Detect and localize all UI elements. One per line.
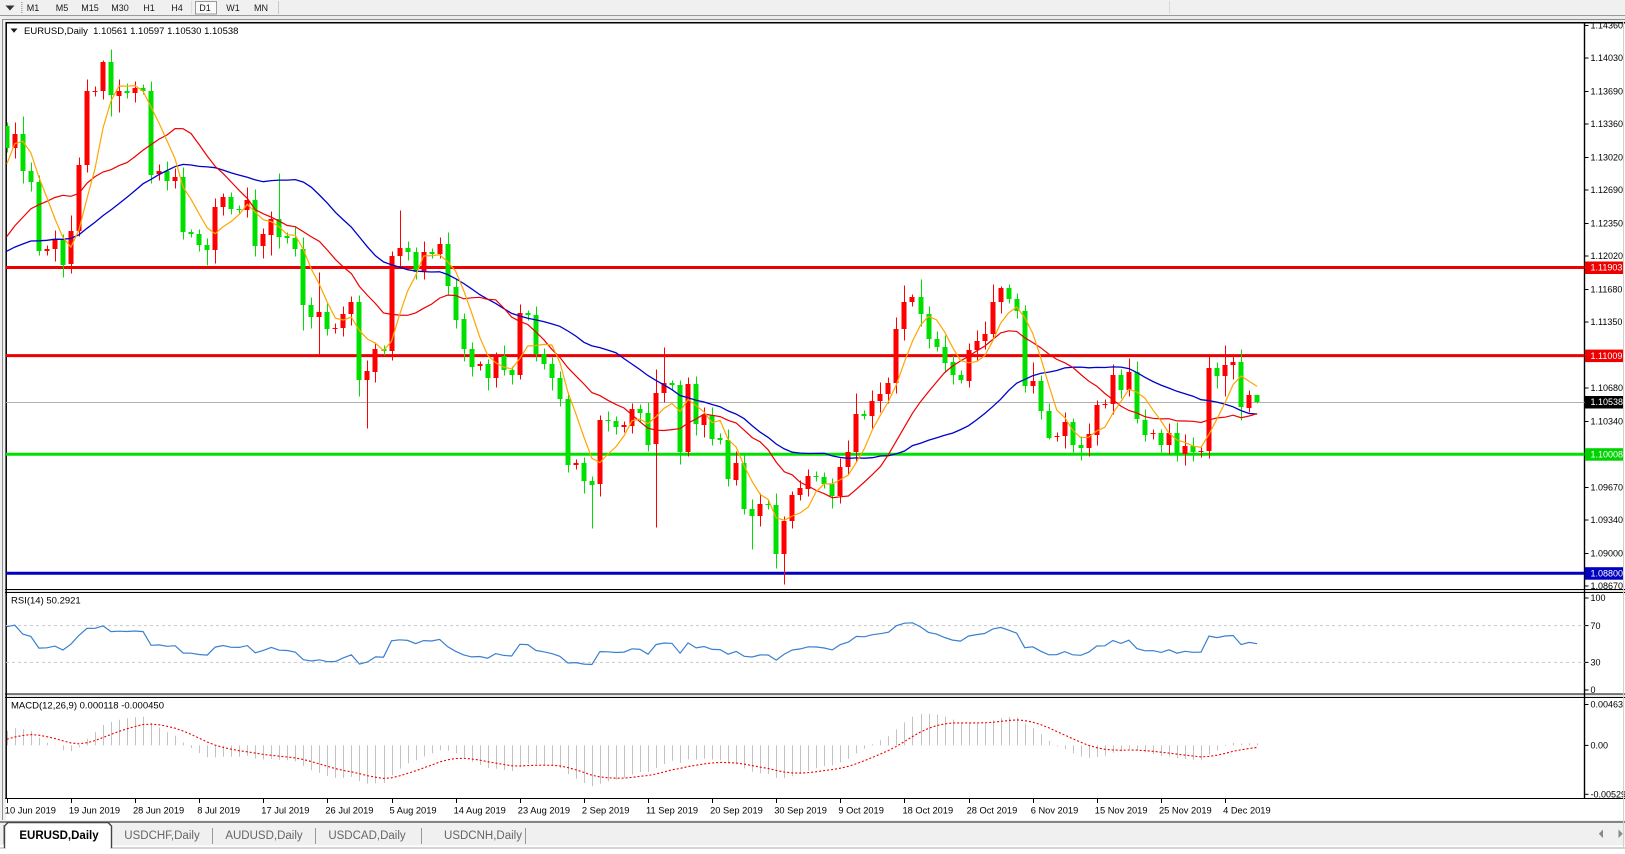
svg-text:H4: H4 — [171, 3, 183, 13]
svg-text:MACD(12,26,9) 0.000118 -0.0004: MACD(12,26,9) 0.000118 -0.000450 — [11, 701, 164, 712]
svg-text:23 Aug 2019: 23 Aug 2019 — [518, 806, 570, 816]
svg-text:1.13020: 1.13020 — [1591, 153, 1624, 163]
svg-text:6 Nov 2019: 6 Nov 2019 — [1031, 806, 1079, 816]
svg-text:5 Aug 2019: 5 Aug 2019 — [390, 806, 437, 816]
svg-text:1.13360: 1.13360 — [1591, 119, 1624, 129]
svg-text:EURUSD,Daily 1.10561 1.10597: EURUSD,Daily 1.10561 1.10597 1.10530 1.1… — [24, 26, 238, 37]
svg-text:M5: M5 — [56, 3, 69, 13]
svg-text:30 Sep 2019: 30 Sep 2019 — [774, 806, 827, 816]
svg-text:1.10680: 1.10680 — [1591, 383, 1624, 393]
svg-text:18 Oct 2019: 18 Oct 2019 — [903, 806, 954, 816]
svg-text:17 Jul 2019: 17 Jul 2019 — [261, 806, 309, 816]
svg-text:1.11009: 1.11009 — [1591, 351, 1623, 361]
svg-text:H1: H1 — [143, 3, 155, 13]
svg-text:1.14030: 1.14030 — [1591, 53, 1624, 63]
svg-text:1.14360: 1.14360 — [1591, 21, 1624, 31]
svg-text:8 Jul 2019: 8 Jul 2019 — [197, 806, 240, 816]
svg-text:25 Nov 2019: 25 Nov 2019 — [1159, 806, 1212, 816]
svg-text:1.12350: 1.12350 — [1591, 219, 1624, 229]
svg-text:1.11350: 1.11350 — [1591, 317, 1623, 327]
svg-text:26 Jul 2019: 26 Jul 2019 — [325, 806, 373, 816]
svg-text:M1: M1 — [27, 3, 40, 13]
svg-text:4 Dec 2019: 4 Dec 2019 — [1223, 806, 1271, 816]
svg-text:1.09670: 1.09670 — [1591, 483, 1624, 493]
svg-text:1.10340: 1.10340 — [1591, 417, 1624, 427]
svg-text:AUDUSD,Daily: AUDUSD,Daily — [225, 830, 303, 842]
svg-text:M15: M15 — [81, 3, 99, 13]
svg-text:-0.00529: -0.00529 — [1591, 790, 1625, 800]
svg-text:M30: M30 — [111, 3, 129, 13]
svg-text:28 Jun 2019: 28 Jun 2019 — [133, 806, 184, 816]
svg-text:1.13690: 1.13690 — [1591, 87, 1624, 97]
svg-text:1.12020: 1.12020 — [1591, 251, 1624, 261]
svg-text:20 Sep 2019: 20 Sep 2019 — [710, 806, 763, 816]
svg-text:USDCHF,Daily: USDCHF,Daily — [124, 830, 200, 842]
svg-text:0.00463: 0.00463 — [1591, 700, 1624, 710]
svg-text:0.00: 0.00 — [1591, 741, 1609, 751]
svg-text:USDCAD,Daily: USDCAD,Daily — [328, 830, 406, 842]
svg-text:28 Oct 2019: 28 Oct 2019 — [967, 806, 1018, 816]
svg-text:1.11903: 1.11903 — [1591, 263, 1623, 273]
svg-text:100: 100 — [1591, 593, 1606, 603]
svg-text:D1: D1 — [199, 3, 211, 13]
svg-text:1.08800: 1.08800 — [1591, 568, 1624, 578]
svg-text:1.11680: 1.11680 — [1591, 285, 1623, 295]
svg-text:1.10538: 1.10538 — [1591, 397, 1624, 407]
svg-text:1.08670: 1.08670 — [1591, 581, 1624, 591]
svg-text:1.10008: 1.10008 — [1591, 449, 1624, 459]
svg-text:19 Jun 2019: 19 Jun 2019 — [69, 806, 120, 816]
svg-text:RSI(14) 50.2921: RSI(14) 50.2921 — [11, 596, 81, 607]
svg-text:W1: W1 — [226, 3, 240, 13]
svg-text:9 Oct 2019: 9 Oct 2019 — [838, 806, 883, 816]
svg-text:0: 0 — [1591, 685, 1596, 695]
svg-text:1.09340: 1.09340 — [1591, 515, 1624, 525]
svg-text:70: 70 — [1591, 621, 1601, 631]
svg-text:10 Jun 2019: 10 Jun 2019 — [5, 806, 56, 816]
svg-text:EURUSD,Daily: EURUSD,Daily — [19, 830, 99, 842]
svg-text:2 Sep 2019: 2 Sep 2019 — [582, 806, 630, 816]
svg-text:15 Nov 2019: 15 Nov 2019 — [1095, 806, 1148, 816]
svg-text:USDCNH,Daily: USDCNH,Daily — [444, 830, 522, 842]
svg-text:MN: MN — [254, 3, 268, 13]
svg-text:1.12690: 1.12690 — [1591, 185, 1624, 195]
svg-text:14 Aug 2019: 14 Aug 2019 — [454, 806, 506, 816]
svg-text:30: 30 — [1591, 658, 1601, 668]
svg-text:1.09000: 1.09000 — [1591, 549, 1624, 559]
svg-text:11 Sep 2019: 11 Sep 2019 — [646, 806, 698, 816]
